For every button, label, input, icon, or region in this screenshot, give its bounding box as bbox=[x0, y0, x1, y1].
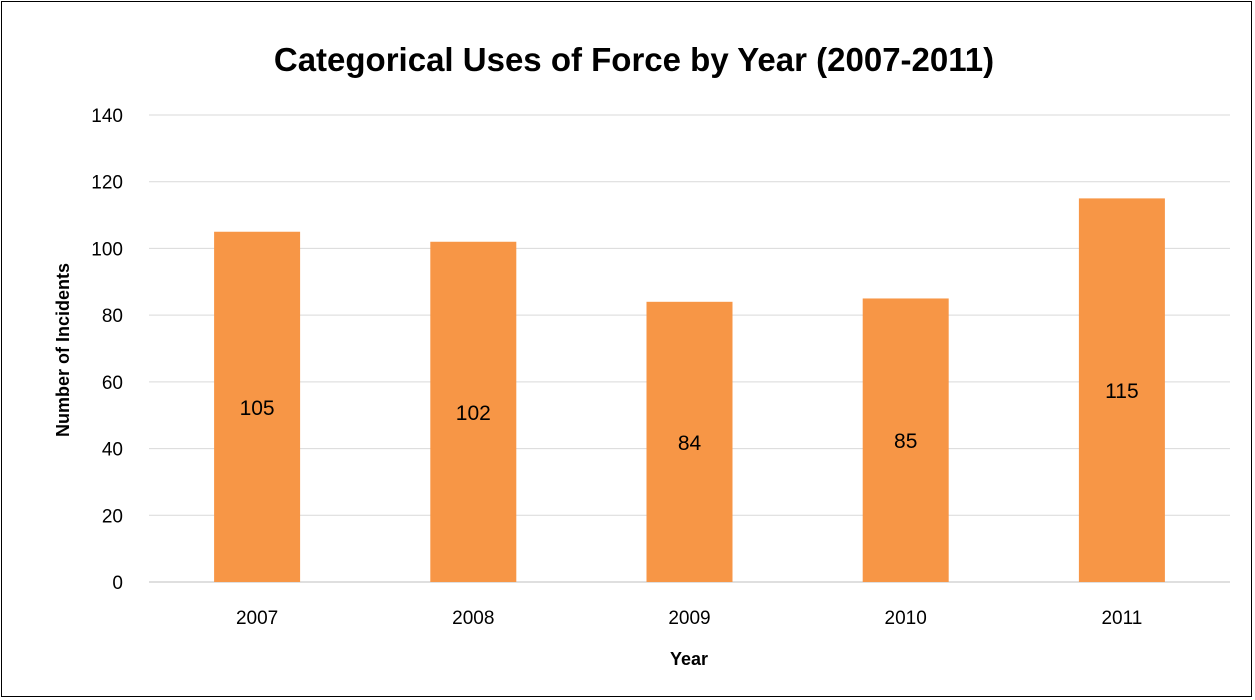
bar-2008 bbox=[430, 241, 517, 582]
bar-2007 bbox=[214, 231, 301, 582]
bar-2010 bbox=[862, 298, 949, 582]
y-tick-label: 40 bbox=[102, 440, 123, 461]
y-axis-ticks: 0 20 40 60 80 100 120 140 bbox=[91, 106, 123, 594]
y-tick-label: 120 bbox=[91, 173, 123, 194]
bars: 105 102 84 85 115 bbox=[214, 198, 1165, 582]
y-tick-label: 80 bbox=[102, 306, 123, 327]
x-tick-label-2011: 2011 bbox=[1101, 608, 1142, 629]
y-tick-label: 60 bbox=[102, 373, 123, 394]
y-tick-label: 0 bbox=[112, 573, 123, 594]
data-label-2009: 84 bbox=[678, 432, 702, 455]
bar-2009 bbox=[646, 301, 733, 582]
y-tick-label: 140 bbox=[91, 106, 123, 127]
x-axis-title: Year bbox=[670, 649, 708, 669]
data-label-2007: 105 bbox=[240, 397, 275, 420]
x-tick-label-2007: 2007 bbox=[236, 608, 278, 629]
x-tick-label-2010: 2010 bbox=[885, 608, 927, 629]
y-tick-label: 100 bbox=[91, 239, 123, 260]
x-tick-label-2009: 2009 bbox=[668, 608, 710, 629]
x-axis-ticks: 2007 2008 2009 2010 2011 bbox=[236, 608, 1142, 629]
x-tick-label-2008: 2008 bbox=[452, 608, 494, 629]
chart-title: Categorical Uses of Force by Year (2007-… bbox=[274, 41, 994, 78]
data-label-2011: 115 bbox=[1105, 380, 1138, 403]
bar-2011 bbox=[1078, 198, 1165, 582]
y-axis-title: Number of Incidents bbox=[53, 263, 73, 437]
data-label-2008: 102 bbox=[456, 402, 491, 425]
y-tick-label: 20 bbox=[102, 506, 123, 527]
data-label-2010: 85 bbox=[894, 430, 917, 453]
